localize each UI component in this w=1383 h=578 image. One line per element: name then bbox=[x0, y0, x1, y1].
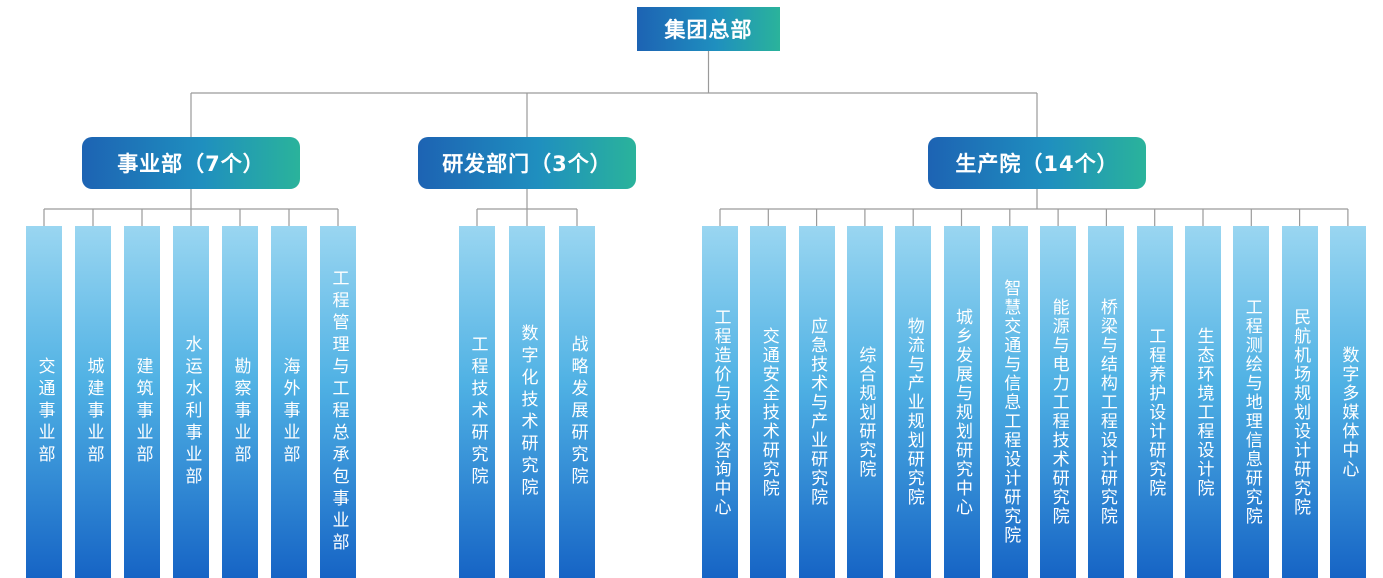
leaf-label: 物流与产业规划研究院 bbox=[903, 317, 924, 507]
leaf-label: 战略发展研究院 bbox=[567, 335, 588, 489]
leaf-label: 水运水利事业部 bbox=[181, 335, 202, 489]
category-label: 生产院（14个） bbox=[955, 152, 1119, 176]
category-rnd-departments: 研发部门（3个） bbox=[418, 137, 636, 189]
leaf-label: 工程管理与工程总承包事业部 bbox=[328, 269, 349, 555]
leaf-traffic-safety-institute: 交通安全技术研究院 bbox=[750, 226, 787, 578]
leaf-maintenance-design-institute: 工程养护设计研究院 bbox=[1136, 226, 1173, 578]
leaf-label: 民航机场规划设计研究院 bbox=[1290, 307, 1311, 517]
category-production-institutes: 生产院（14个） bbox=[928, 137, 1146, 189]
leaf-label: 海外事业部 bbox=[279, 357, 300, 467]
leaf-surveying-geo-institute: 工程测绘与地理信息研究院 bbox=[1233, 226, 1270, 578]
leaf-waterway-bu: 水运水利事业部 bbox=[173, 226, 209, 578]
leaf-traffic-bu: 交通事业部 bbox=[26, 226, 62, 578]
leaf-engineering-tech-institute: 工程技术研究院 bbox=[459, 226, 495, 578]
leaf-urban-rural-center: 城乡发展与规划研究中心 bbox=[943, 226, 980, 578]
leaf-label: 工程技术研究院 bbox=[467, 335, 488, 489]
leaf-urban-construction-bu: 城建事业部 bbox=[75, 226, 111, 578]
leaf-ecology-design-institute: 生态环境工程设计院 bbox=[1185, 226, 1221, 578]
leaf-logistics-planning-institute: 物流与产业规划研究院 bbox=[895, 226, 932, 578]
leaf-bridge-structure-institute: 桥梁与结构工程设计研究院 bbox=[1088, 226, 1125, 578]
leaf-strategy-institute: 战略发展研究院 bbox=[559, 226, 595, 578]
leaf-smart-traffic-institute: 智慧交通与信息工程设计研究院 bbox=[991, 226, 1028, 578]
leaf-label: 能源与电力工程技术研究院 bbox=[1048, 298, 1069, 526]
leaf-building-bu: 建筑事业部 bbox=[124, 226, 160, 578]
root-node-hq: 集团总部 bbox=[637, 7, 780, 51]
leaf-epc-bu: 工程管理与工程总承包事业部 bbox=[320, 226, 356, 578]
leaf-comprehensive-planning-institute: 综合规划研究院 bbox=[846, 226, 883, 578]
leaf-label: 综合规划研究院 bbox=[855, 345, 876, 479]
leaf-digital-tech-institute: 数字化技术研究院 bbox=[509, 226, 545, 578]
root-label: 集团总部 bbox=[664, 18, 753, 42]
leaf-label: 工程造价与技术咨询中心 bbox=[710, 307, 731, 517]
leaf-label: 勘察事业部 bbox=[230, 357, 251, 467]
leaf-emergency-tech-institute: 应急技术与产业研究院 bbox=[798, 226, 835, 578]
leaf-digital-media-center: 数字多媒体中心 bbox=[1329, 226, 1366, 578]
leaf-label: 交通事业部 bbox=[34, 357, 55, 467]
leaf-survey-bu: 勘察事业部 bbox=[222, 226, 258, 578]
leaf-label: 城建事业部 bbox=[83, 357, 104, 467]
category-label: 事业部（7个） bbox=[117, 152, 265, 176]
leaf-label: 工程测绘与地理信息研究院 bbox=[1241, 298, 1262, 526]
leaf-label: 城乡发展与规划研究中心 bbox=[952, 307, 972, 517]
leaf-energy-power-institute: 能源与电力工程技术研究院 bbox=[1040, 226, 1077, 578]
leaf-label: 工程养护设计研究院 bbox=[1145, 326, 1166, 498]
leaf-airport-planning-institute: 民航机场规划设计研究院 bbox=[1281, 226, 1318, 578]
leaf-label: 数字多媒体中心 bbox=[1338, 345, 1359, 479]
leaf-label: 桥梁与结构工程设计研究院 bbox=[1096, 298, 1117, 526]
leaf-label: 建筑事业部 bbox=[132, 357, 153, 467]
leaf-label: 智慧交通与信息工程设计研究院 bbox=[1000, 279, 1021, 545]
leaf-label: 交通安全技术研究院 bbox=[758, 326, 779, 498]
leaf-cost-consulting-center: 工程造价与技术咨询中心 bbox=[702, 226, 738, 578]
leaf-label: 应急技术与产业研究院 bbox=[807, 317, 828, 507]
leaf-label: 数字化技术研究院 bbox=[517, 324, 538, 500]
leaf-overseas-bu: 海外事业部 bbox=[271, 226, 307, 578]
category-label: 研发部门（3个） bbox=[442, 152, 612, 176]
leaf-label: 生态环境工程设计院 bbox=[1193, 326, 1214, 498]
category-business-units: 事业部（7个） bbox=[82, 137, 300, 189]
